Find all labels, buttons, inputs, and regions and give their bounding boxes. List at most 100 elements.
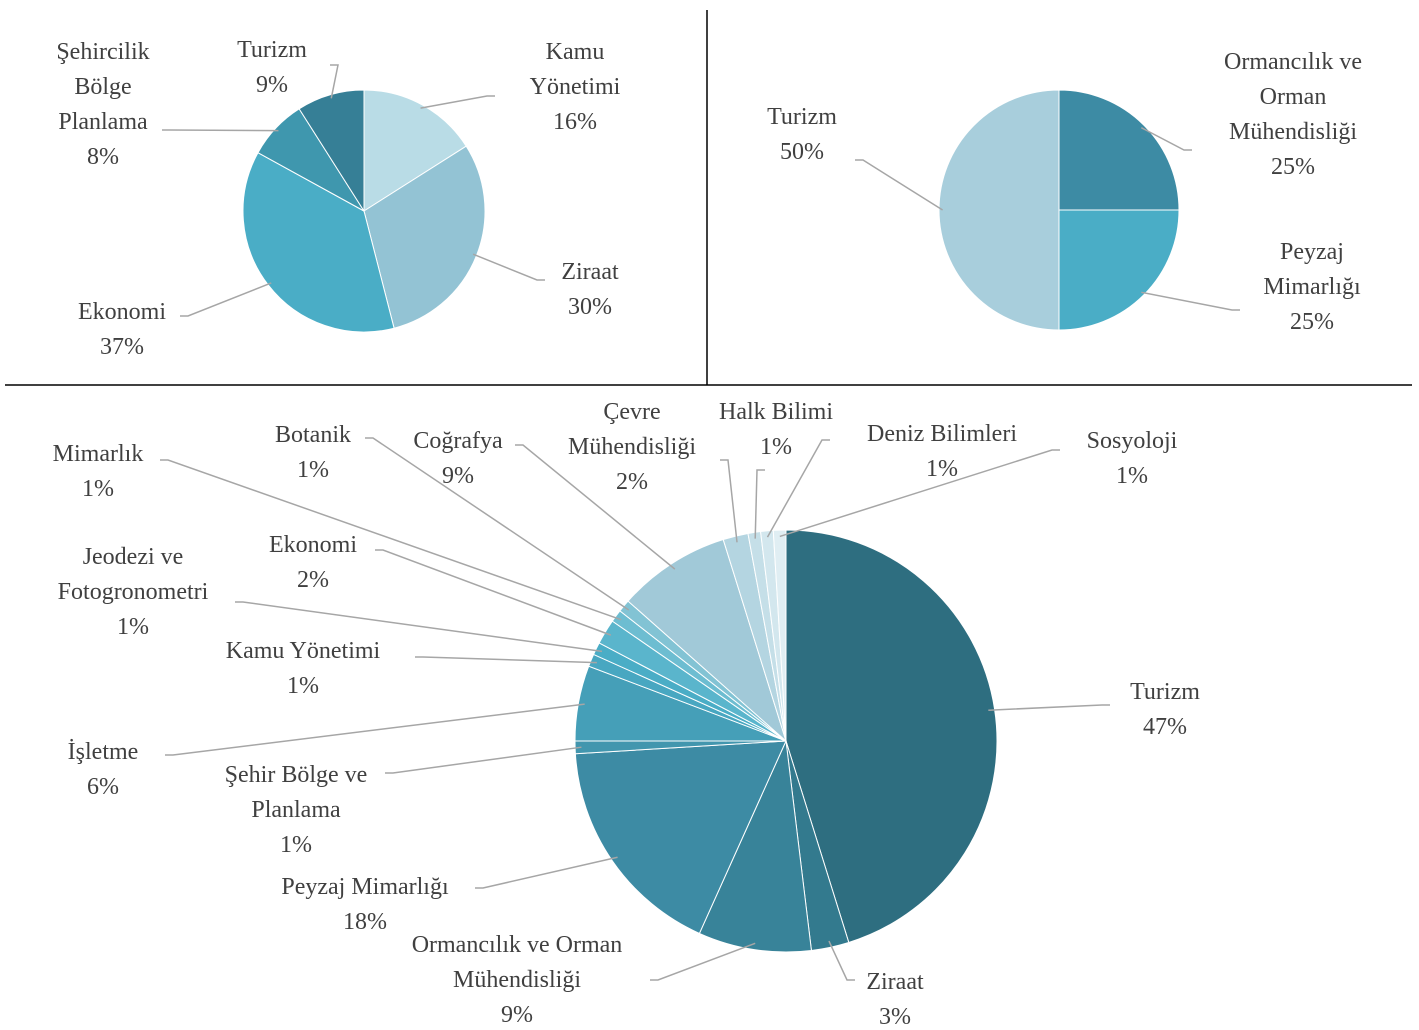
value-label: 2% [616, 469, 648, 495]
category-label: Şehir Bölge ve Planlama [224, 762, 368, 823]
slice-label: Halk Bilimi 1% [691, 395, 861, 465]
value-label: 25% [1290, 309, 1334, 335]
value-label: 1% [117, 614, 149, 640]
value-label: 1% [287, 673, 319, 699]
value-label: 25% [1271, 154, 1315, 180]
category-label: Turizm [237, 37, 307, 63]
category-label: Ekonomi [78, 299, 166, 325]
category-label: Kamu Yönetimi [529, 39, 621, 100]
leader-line [165, 703, 585, 756]
value-label: 8% [87, 144, 119, 170]
leader-line [766, 439, 830, 538]
value-label: 1% [280, 832, 312, 858]
leader-line [475, 856, 618, 889]
pie-slice [772, 529, 787, 742]
slice-label: Kamu Yönetimi 1% [188, 634, 418, 704]
category-label: Kamu Yönetimi [225, 638, 381, 664]
leader-line [330, 64, 339, 99]
category-label: Ekonomi [269, 532, 357, 558]
value-label: 3% [879, 1004, 911, 1030]
value-label: 1% [760, 434, 792, 460]
value-label: 6% [87, 774, 119, 800]
category-label: Botanik [275, 422, 351, 448]
pie-slice [242, 152, 395, 333]
value-label: 50% [780, 139, 824, 165]
slice-label: Turizm 9% [207, 33, 337, 103]
category-label: Şehircilik Bölge Planlama [56, 39, 150, 135]
leader-line [754, 469, 765, 539]
leader-line [420, 95, 495, 109]
pie-slice [574, 740, 787, 935]
slice-label: Ormancılık ve Orman Mühendisliği 25% [1206, 45, 1381, 185]
leader-line [515, 444, 676, 570]
slice-label: Peyzaj Mimarlığı 25% [1247, 235, 1377, 340]
leader-line [162, 129, 279, 132]
slice-label: Botanik 1% [248, 418, 378, 488]
value-label: 30% [568, 294, 612, 320]
category-label: Jeodezi ve Fotogronometri [57, 544, 209, 605]
category-label: Ziraat [866, 969, 924, 995]
pie-slice [627, 538, 788, 743]
category-label: Turizm [1130, 679, 1200, 705]
category-label: Peyzaj Mimarlığı [1263, 239, 1361, 300]
leader-line [1141, 291, 1240, 311]
leader-line [180, 282, 272, 317]
leader-line [1140, 127, 1192, 151]
category-label: Peyzaj Mimarlığı [281, 874, 449, 900]
leader-line [385, 746, 582, 774]
pie-slice [298, 89, 365, 213]
slice-label: Ormancılık ve Orman Mühendisliği 9% [382, 928, 652, 1030]
slice-label: Sosyoloji 1% [1067, 424, 1197, 494]
pie-slice [1058, 209, 1180, 331]
pie-slice [938, 89, 1060, 331]
leader-line [415, 656, 597, 664]
leader-line [828, 940, 855, 981]
leader-line [365, 437, 630, 611]
leader-line [375, 549, 612, 636]
category-label: İşletme [67, 739, 139, 765]
category-label: Ormancılık ve Orman Mühendisliği [411, 932, 623, 993]
value-label: 9% [501, 1002, 533, 1028]
value-label: 9% [442, 463, 474, 489]
value-label: 16% [553, 109, 597, 135]
slice-label: Coğrafya 9% [393, 424, 523, 494]
slice-label: Turizm 50% [737, 100, 867, 170]
value-label: 47% [1143, 714, 1187, 740]
slice-label: İşletme 6% [38, 735, 168, 805]
value-label: 1% [1116, 463, 1148, 489]
value-label: 2% [297, 567, 329, 593]
category-label: Ormancılık ve Orman Mühendisliği [1224, 49, 1362, 145]
category-label: Mimarlık [52, 441, 144, 467]
value-label: 1% [82, 476, 114, 502]
leader-line [650, 942, 756, 981]
leader-line [472, 253, 545, 281]
slice-label: Ziraat 30% [525, 255, 655, 325]
category-label: Deniz Bilimleri [867, 421, 1017, 447]
pie-slice [698, 739, 812, 953]
pie-slice [1058, 89, 1180, 211]
slice-label: Peyzaj Mimarlığı 18% [235, 870, 495, 940]
slice-label: Turizm 47% [1100, 675, 1230, 745]
slice-label: Şehircilik Bölge Planlama 8% [38, 35, 168, 175]
category-label: Halk Bilimi [719, 399, 833, 425]
slice-label: Ekonomi 37% [57, 295, 187, 365]
leader-line [235, 601, 603, 653]
slice-label: Ekonomi 2% [248, 528, 378, 598]
leader-line [720, 459, 738, 543]
category-label: Çevre Mühendisliği [567, 399, 696, 460]
slice-label: Ziraat 3% [830, 965, 960, 1030]
slice-label: Jeodezi ve Fotogronometri 1% [28, 540, 238, 645]
slice-label: Şehir Bölge ve Planlama 1% [211, 758, 381, 863]
slice-label: Deniz Bilimleri 1% [837, 417, 1047, 487]
slice-label: Çevre Mühendisliği 2% [547, 395, 717, 500]
slice-label: Kamu Yönetimi 16% [510, 35, 640, 140]
leader-line [160, 459, 622, 621]
value-label: 9% [256, 72, 288, 98]
leader-line [779, 449, 1060, 538]
category-label: Turizm [767, 104, 837, 130]
value-label: 1% [297, 457, 329, 483]
value-label: 37% [100, 334, 144, 360]
slice-label: Mimarlık 1% [33, 437, 163, 507]
